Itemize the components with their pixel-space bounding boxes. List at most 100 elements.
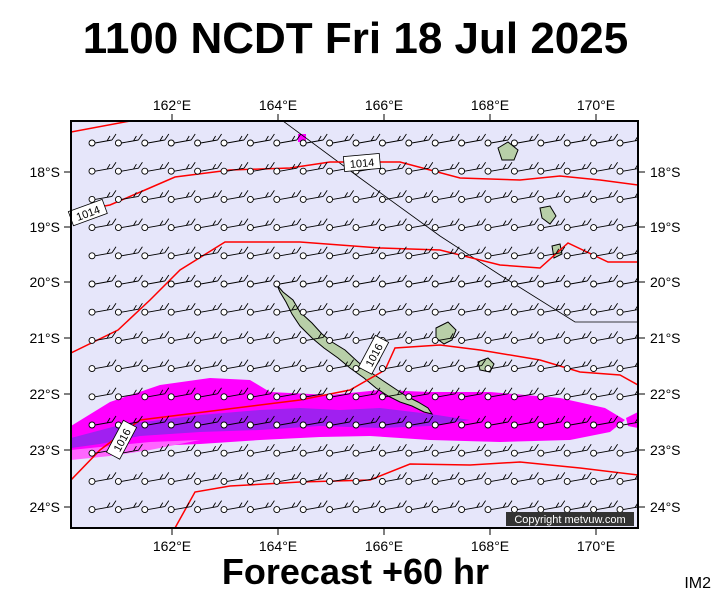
wind-barb-station <box>326 477 334 485</box>
copyright-text: Copyright metvuw.com <box>514 514 625 526</box>
wind-barb-station <box>431 421 439 429</box>
wind-barb-station <box>299 195 307 203</box>
wind-barb-shaft <box>543 500 566 511</box>
lat-tick-right-23: 23°S <box>650 442 681 458</box>
wind-barb-station <box>431 224 439 232</box>
wind-barb-station <box>352 477 360 485</box>
wind-barb-shaft <box>596 500 618 511</box>
wind-barb-station <box>114 167 122 175</box>
wind-barb-shaft <box>200 387 222 398</box>
wind-barb-station <box>114 365 122 373</box>
wind-barb-shaft <box>226 472 249 482</box>
wind-barb-station <box>88 365 96 373</box>
wind-barb-station <box>246 421 254 429</box>
wind-barb-shaft <box>306 472 328 482</box>
wind-barb-station <box>352 365 360 373</box>
wind-barb-shaft <box>200 302 222 313</box>
wind-barb-shaft <box>332 359 354 370</box>
wind-barb-shaft <box>279 133 302 144</box>
wind-barb-station <box>273 195 281 203</box>
wind-barb-shaft <box>358 274 381 285</box>
lat-tick-right-21: 21°S <box>650 330 681 346</box>
wind-barb-station <box>88 421 96 429</box>
wind-barb-station <box>616 224 624 232</box>
wind-barb-shaft <box>570 133 592 144</box>
wind-barb-station <box>326 336 334 344</box>
isobar-label-text: 1014 <box>349 157 374 171</box>
wind-barb-shaft <box>464 161 486 172</box>
wind-barb-shaft <box>385 246 407 257</box>
wind-barb-station <box>484 139 492 147</box>
wind-barb-station <box>378 139 386 147</box>
lat-tick-left-22: 22°S <box>29 386 60 402</box>
wind-barb-shaft <box>438 500 460 511</box>
wind-barb-shaft <box>570 331 592 341</box>
wind-barb-shaft <box>174 331 196 341</box>
wind-barb-shaft <box>332 472 354 482</box>
wind-barb-station <box>194 449 202 457</box>
wind-barb-station <box>352 139 360 147</box>
wind-barb-shaft <box>147 472 170 482</box>
wind-barb-station <box>616 167 624 175</box>
wind-barb-shaft <box>490 500 513 511</box>
wind-barb-shaft <box>121 190 143 200</box>
wind-barb-shaft <box>121 331 143 341</box>
wind-barb-station <box>194 139 202 147</box>
wind-barb-shaft <box>200 415 222 426</box>
wind-barb-station <box>537 336 545 344</box>
wind-barb-station <box>246 167 254 175</box>
wind-barb-station <box>510 167 518 175</box>
wind-barb-station <box>405 477 413 485</box>
wind-barb-shaft <box>332 331 354 341</box>
wind-barb-shaft <box>200 500 222 511</box>
wind-barb-shaft <box>385 302 407 313</box>
wind-barb-station <box>458 336 466 344</box>
wind-barb-station <box>458 506 466 514</box>
wind-barb-shaft <box>385 359 407 370</box>
wind-barb-shaft <box>226 500 249 511</box>
wind-barb-station <box>299 477 307 485</box>
wind-barb-shaft <box>543 387 566 398</box>
wind-barb-shaft <box>279 472 302 482</box>
wind-barb-station <box>378 252 386 260</box>
wind-barb-station <box>141 421 149 429</box>
wind-barb-shaft <box>411 302 434 313</box>
wind-barb-shaft <box>121 274 143 285</box>
lat-tick-right-22: 22°S <box>650 386 681 402</box>
wind-barb-station <box>563 252 571 260</box>
wind-barb-station <box>378 280 386 288</box>
wind-barb-shaft <box>226 218 249 229</box>
wind-barb-station <box>590 308 598 316</box>
lat-tick-right-24: 24°S <box>650 499 681 515</box>
wind-barb-shaft <box>385 274 407 285</box>
wind-barb-station <box>299 365 307 373</box>
forecast-hour-subtitle: Forecast +60 hr <box>221 551 490 592</box>
wind-barb-shaft <box>253 246 275 257</box>
wind-barb-shaft <box>570 218 592 229</box>
wind-barb-station <box>220 252 228 260</box>
wind-barb-station <box>537 139 545 147</box>
wind-barb-shaft <box>306 246 328 257</box>
wind-barb-shaft <box>253 274 275 285</box>
wind-barb-station <box>563 167 571 175</box>
wind-barb-shaft <box>570 443 592 454</box>
wind-barb-station <box>326 308 334 316</box>
wind-barb-shaft <box>464 387 486 398</box>
wind-barb-shaft <box>279 302 302 313</box>
wind-barb-shaft <box>438 218 460 229</box>
wind-barb-shaft <box>200 246 222 257</box>
wind-barb-station <box>326 139 334 147</box>
wind-barb-station <box>88 280 96 288</box>
wind-barb-station <box>194 393 202 401</box>
wind-barb-shaft <box>358 387 381 398</box>
wind-barb-shaft <box>596 472 618 482</box>
wind-barb-station <box>352 280 360 288</box>
wind-barb-station <box>484 224 492 232</box>
wind-barb-station <box>326 449 334 457</box>
wind-barb-shaft <box>411 443 434 454</box>
wind-barb-station <box>326 280 334 288</box>
wind-barb-shaft <box>385 387 407 398</box>
wind-barb-shaft <box>121 387 143 398</box>
wind-barb-station <box>114 336 122 344</box>
wind-barb-shaft <box>174 302 196 313</box>
